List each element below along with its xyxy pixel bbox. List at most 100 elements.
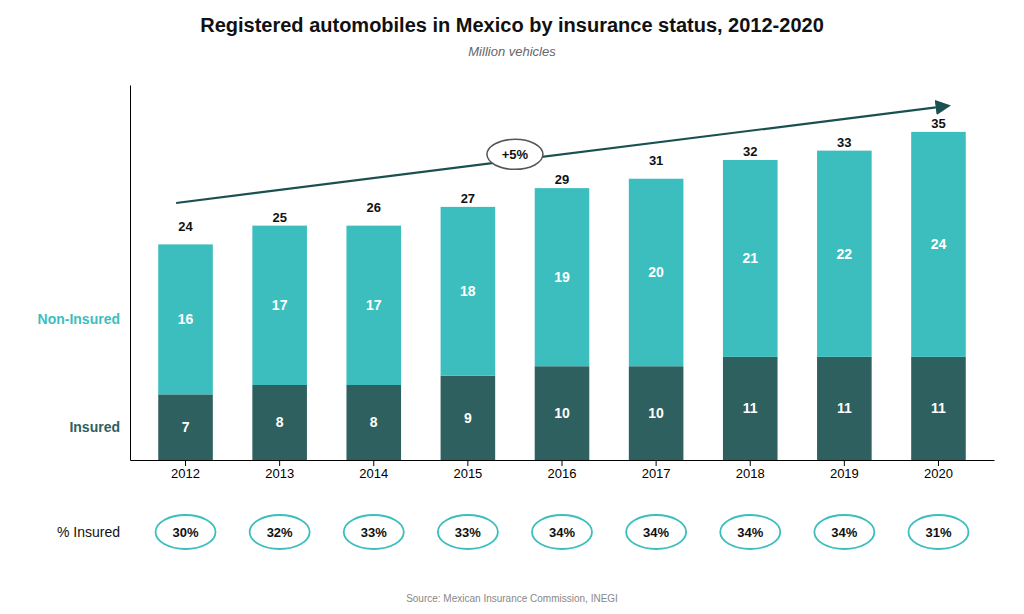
bar: [817, 357, 872, 460]
data-labels: 78891010111111161717181920212224: [178, 236, 947, 435]
pct-label: 30%: [173, 525, 199, 540]
pct-label: 34%: [549, 525, 575, 540]
annotation: +5%: [502, 147, 529, 162]
data-label: 16: [178, 311, 194, 327]
x-tick: 2018: [736, 460, 765, 481]
source: Source: Mexican Insurance Commission, IN…: [406, 593, 618, 604]
pct-label: 33%: [361, 525, 387, 540]
bar: [535, 366, 590, 460]
pct-badge: [532, 515, 592, 549]
x-tick-label: 2014: [359, 466, 388, 481]
total-label: 26: [367, 200, 381, 215]
data-label: 17: [272, 297, 288, 313]
data-label: 11: [743, 400, 758, 416]
bar: [441, 376, 496, 460]
pct-badge: [438, 515, 498, 549]
x-tick-mark: [938, 460, 939, 466]
subtitle: Million vehicles: [468, 44, 556, 59]
bar: [252, 226, 307, 385]
title: Registered automobiles in Mexico by insu…: [200, 14, 824, 36]
pct-badge: [344, 515, 404, 549]
x-tick: 2015: [453, 460, 482, 481]
pct-badge: [814, 515, 874, 549]
pct-badge: [908, 515, 968, 549]
total-label: 32: [743, 144, 757, 159]
x-tick: 2020: [924, 460, 953, 481]
legend-entry: Non-Insured: [38, 311, 120, 327]
data-label: 8: [370, 414, 378, 430]
data-label: 11: [931, 400, 946, 416]
x-tick-label: 2019: [830, 466, 859, 481]
bar: [346, 226, 401, 385]
pct-label: 34%: [643, 525, 669, 540]
data-label: 22: [837, 246, 853, 262]
bar: [441, 207, 496, 376]
pct-row: % Insured30%32%33%33%34%34%34%34%31%: [57, 515, 969, 549]
bar: [252, 385, 307, 460]
data-label: 18: [460, 283, 476, 299]
data-label: 17: [366, 297, 382, 313]
bar: [535, 188, 590, 366]
x-tick-label: 2017: [642, 466, 671, 481]
x-axis: 2012 2013 2014 2015 2016 2017 2018 2019 2020: [131, 460, 995, 481]
trend-arrow: [176, 106, 948, 203]
chart: Registered automobiles in Mexico by insu…: [0, 0, 1024, 614]
data-label: 21: [742, 250, 758, 266]
pct-label: 31%: [925, 525, 951, 540]
data-label: 10: [554, 405, 570, 421]
data-label: 10: [648, 405, 664, 421]
data-label: 20: [648, 264, 664, 280]
y-axis-line: [130, 86, 131, 461]
pct-label: 32%: [267, 525, 293, 540]
bar: [817, 151, 872, 357]
total-label: 33: [837, 135, 851, 150]
x-tick-mark: [844, 460, 845, 466]
y-axis: [130, 86, 131, 461]
total-label: 35: [931, 116, 945, 131]
x-tick-mark: [373, 460, 374, 466]
total-label: 31: [649, 153, 663, 168]
bars: [158, 132, 966, 460]
pct-label: 33%: [455, 525, 481, 540]
x-tick-mark: [185, 460, 186, 466]
x-tick-label: 2015: [453, 466, 482, 481]
annotation-badge: [487, 139, 543, 169]
bar: [158, 394, 213, 460]
pct-badge: [720, 515, 780, 549]
legend: Insured Non-Insured: [38, 311, 120, 435]
total-label: 25: [272, 210, 286, 225]
pct-label: 34%: [737, 525, 763, 540]
total-label: 29: [555, 172, 569, 187]
x-tick: 2012: [171, 460, 200, 481]
legend-entry: Insured: [69, 419, 120, 435]
pct-label: 34%: [831, 525, 857, 540]
x-tick-label: 2018: [736, 466, 765, 481]
pct-badge: [250, 515, 310, 549]
total-label: 27: [461, 191, 475, 206]
data-label: 8: [276, 414, 284, 430]
pct-badge: [626, 515, 686, 549]
x-tick: 2014: [359, 460, 388, 481]
totals: 242526272931323335: [178, 116, 945, 234]
x-tick-mark: [279, 460, 280, 466]
series-bars: [158, 132, 966, 395]
series-labels: 161717181920212224: [178, 236, 947, 327]
x-tick-mark: [656, 460, 657, 466]
series-labels: 78891010111111: [182, 400, 946, 435]
x-tick-mark: [750, 460, 751, 466]
x-tick-mark: [467, 460, 468, 466]
pct-badge: [156, 515, 216, 549]
x-tick-label: 2013: [265, 466, 294, 481]
bar: [346, 385, 401, 460]
data-label: 11: [837, 400, 852, 416]
data-label: 7: [182, 419, 190, 435]
bar: [158, 244, 213, 394]
x-tick: 2019: [830, 460, 859, 481]
bar: [911, 357, 966, 460]
bar: [629, 366, 684, 460]
bar: [723, 357, 778, 460]
x-tick-label: 2020: [924, 466, 953, 481]
x-tick: 2016: [548, 460, 577, 481]
data-label: 19: [554, 269, 570, 285]
bar: [723, 160, 778, 357]
